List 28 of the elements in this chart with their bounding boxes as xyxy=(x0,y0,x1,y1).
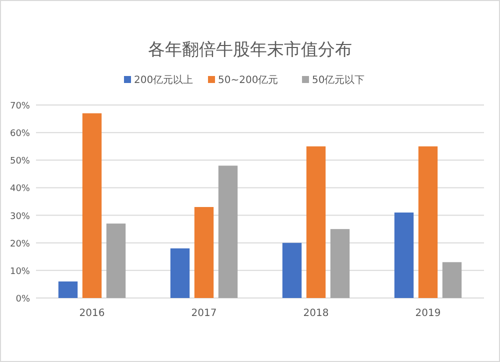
bar xyxy=(418,146,438,298)
y-tick-label: 0% xyxy=(16,294,30,304)
y-tick-label: 70% xyxy=(10,102,30,112)
y-tick-label: 50% xyxy=(10,156,30,167)
x-tick-label: 2019 xyxy=(415,308,441,319)
y-tick-label: 30% xyxy=(10,212,30,222)
y-tick-label: 40% xyxy=(10,184,30,194)
bar xyxy=(330,229,350,298)
x-tick-label: 2016 xyxy=(79,308,105,319)
bar xyxy=(82,113,102,298)
bar xyxy=(106,224,126,298)
bar xyxy=(194,207,214,298)
bar xyxy=(282,242,302,298)
y-tick-label: 10% xyxy=(10,266,30,277)
x-tick-label: 2018 xyxy=(303,308,329,319)
y-tick-label: 60% xyxy=(10,129,30,140)
x-tick-label: 2017 xyxy=(191,308,217,319)
legend-label: 50亿元以下 xyxy=(312,74,365,86)
bar xyxy=(170,248,190,298)
bar xyxy=(394,212,414,298)
bar xyxy=(218,166,238,298)
legend-label: 50~200亿元 xyxy=(218,75,278,86)
bar xyxy=(58,281,78,298)
bar xyxy=(306,146,326,298)
legend-label: 200亿元以上 xyxy=(134,74,194,86)
y-tick-label: 20% xyxy=(10,239,30,250)
bar xyxy=(442,262,462,298)
chart-title: 各年翻倍牛股年末市值分布 xyxy=(148,40,352,60)
